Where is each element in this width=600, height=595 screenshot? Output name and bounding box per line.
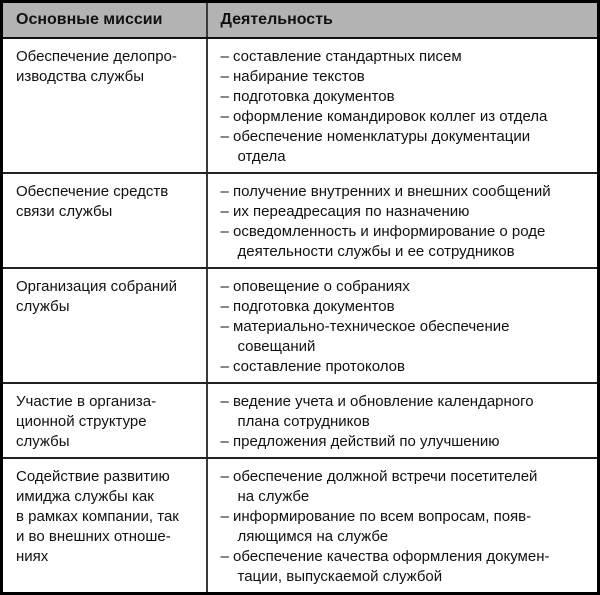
header-missions: Основные миссии [1,1,208,39]
table-header: Основные миссии Деятельность [1,1,599,39]
activity-item: – составление протоколов [220,358,405,375]
mission-cell: Обеспечение делопро- изводства службы [1,38,208,174]
mission-cell: Содействие развитию имиджа службы как в … [1,458,208,594]
activities-cell: – ведение учета и обновление календарног… [206,383,599,459]
mission-cell: Обеспечение средств связи службы [1,173,208,269]
activities-cell: – обеспечение должной встречи посетителе… [207,458,599,594]
activities-cell: – оповещение о собраниях – подготовка док… [206,268,599,384]
activity-item: – набирание текстов [220,68,365,85]
activity-item: – осведомленность и информирование о род… [220,223,546,260]
activity-item: – их переадресация по назначению [220,203,470,220]
table-row: Обеспечение делопро- изводства службы – с… [1,38,599,174]
activity-item: – подготовка документов [220,88,395,105]
activity-item: – материально-техническое обеспечение со… [220,318,510,355]
activity-item: – оформление командировок коллег из отде… [220,108,548,125]
activity-item: – информирование по всем вопросам, появ-… [220,508,532,545]
table-row: Участие в организа- ционной структуре сл… [1,383,599,459]
activity-item: – ведение учета и обновление календарног… [220,393,534,430]
activity-item: – обеспечение номенклатуры документации … [220,128,531,165]
activity-item: – составление стандартных писем [220,48,462,65]
activity-item: – обеспечение качества оформления докуме… [220,548,550,585]
table-body: Обеспечение делопро- изводства службы – с… [1,38,599,594]
table-row: Обеспечение средств связи службы – получе… [1,173,599,269]
activity-item: – получение внутренних и внешних сообщен… [220,183,551,200]
activity-item: – подготовка документов [220,298,395,315]
activity-item: – предложения действий по улучшению [220,433,500,450]
table-row: Организация собраний службы – оповещение … [1,268,599,384]
activities-cell: – составление стандартных писем – набиран… [206,38,599,174]
header-activities: Деятельность [206,1,599,39]
table-row: Содействие развитию имиджа службы как в … [1,458,599,594]
mission-cell: Организация собраний службы [1,268,208,384]
activities-cell: – получение внутренних и внешних сообщен… [206,173,599,269]
activity-item: – оповещение о собраниях [220,278,410,295]
activity-item: – обеспечение должной встречи посетителе… [220,468,538,505]
header-row: Основные миссии Деятельность [1,1,599,39]
mission-cell: Участие в организа- ционной структуре сл… [1,383,208,459]
